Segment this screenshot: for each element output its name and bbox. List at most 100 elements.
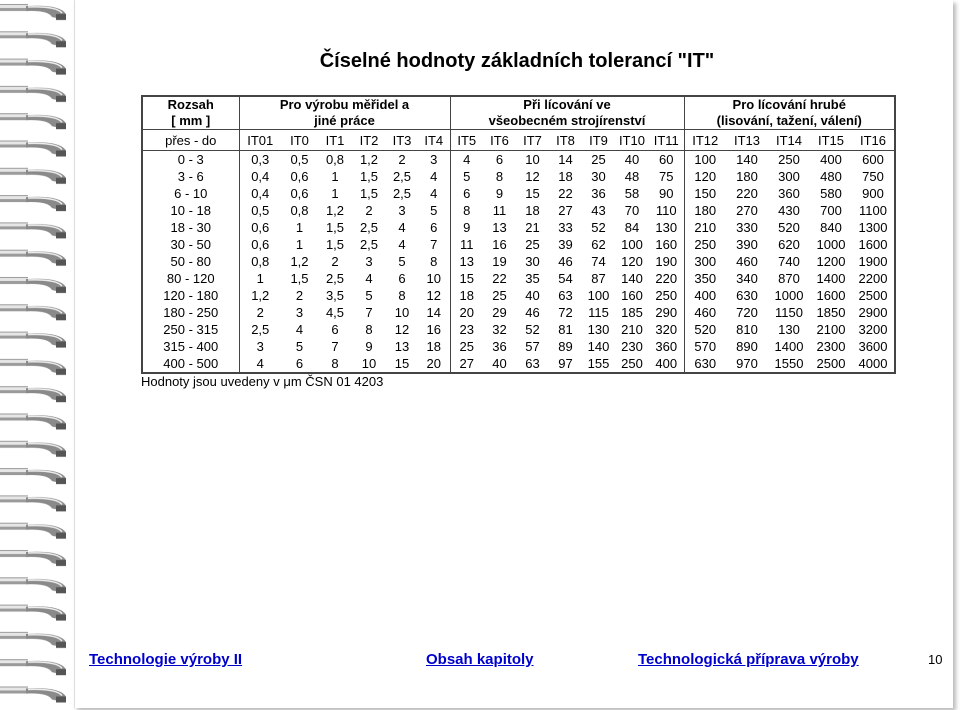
value-cell: 2,5 <box>359 220 379 235</box>
value-cell: 3600 <box>858 339 888 354</box>
value-cell: 6 <box>495 152 504 167</box>
value-cell: 1100 <box>859 203 887 218</box>
value-cell: 8 <box>331 356 339 371</box>
value-cell: 1,5 <box>359 186 379 201</box>
value-cell: 0,8 <box>325 152 345 167</box>
value-cell: 250 <box>621 356 643 371</box>
value-cell: 6 <box>430 220 438 235</box>
column-header: IT9 <box>582 129 615 151</box>
value-cell: 14 <box>426 305 441 320</box>
value-cell: 1000 <box>816 237 846 252</box>
value-cell: 25 <box>591 152 606 167</box>
value-cell: 30 <box>525 254 540 269</box>
value-cell: 11 <box>449 236 483 253</box>
value-cell: 9 <box>495 186 504 201</box>
value-cell: 6 <box>449 185 483 202</box>
value-cell: 90 <box>659 186 674 201</box>
value-cell: 210 <box>621 322 643 337</box>
table-row: 10 - 18 0,5 0,8 1,2 2 3 5 8 11 18 27 43 70 110 180 270 4… <box>142 202 895 219</box>
value-cell: 340 <box>736 271 758 286</box>
value-cell: 2900 <box>858 305 888 320</box>
value-cell: 0,8 <box>238 253 281 270</box>
value-cell: 520 <box>683 321 726 338</box>
value-cell: 1400 <box>816 271 846 286</box>
value-cell: 89 <box>558 339 573 354</box>
value-cell: 3 <box>430 152 438 167</box>
value-cell: 4 <box>430 186 438 201</box>
column-header: IT6 <box>483 129 516 151</box>
value-cell: 700 <box>820 203 842 218</box>
value-cell: 890 <box>736 339 758 354</box>
table-row: 6 - 10 0,4 0,6 1 1,5 2,5 4 6 9 15 22 36 58 90 150 220 36… <box>142 185 895 202</box>
column-header: IT11 <box>649 129 684 151</box>
range-cell: 50 - 80 <box>170 254 211 269</box>
value-cell: 810 <box>736 322 758 337</box>
table-row: 30 - 50 0,6 1 1,5 2,5 4 7 11 16 25 39 62 100 160 250 39… <box>142 236 895 253</box>
title: Číselné hodnoty základních tolerancí "IT… <box>319 50 715 72</box>
group-header: (lisování, tažení, válení) <box>683 113 895 130</box>
value-cell: 0,4 <box>238 168 281 185</box>
value-cell: 300 <box>683 253 726 270</box>
value-cell: 4000 <box>858 356 888 371</box>
value-cell: 720 <box>736 305 758 320</box>
value-cell: 1 <box>331 186 339 201</box>
value-cell: 33 <box>558 220 573 235</box>
group-header-row: [ mm ] jiné práce všeobecném strojírenství… <box>142 113 895 130</box>
column-header: IT12 <box>683 129 726 151</box>
value-cell: 750 <box>862 169 884 184</box>
value-cell: 390 <box>736 237 758 252</box>
value-cell: 300 <box>778 169 800 184</box>
value-cell: 36 <box>492 339 507 354</box>
link[interactable]: Technologie výroby II <box>89 651 243 668</box>
value-cell: 4 <box>295 322 304 337</box>
value-cell: 0,5 <box>290 152 309 167</box>
value-cell: 1,5 <box>325 220 345 235</box>
range-cell: 180 - 250 <box>163 305 219 320</box>
value-cell: 7 <box>365 305 373 320</box>
value-cell: 87 <box>591 271 606 286</box>
value-cell: 13 <box>492 220 507 235</box>
column-header: IT13 <box>726 129 768 151</box>
value-cell: 6 <box>398 271 406 286</box>
value-cell: 140 <box>736 152 758 167</box>
value-cell: 580 <box>820 186 842 201</box>
value-cell: 5 <box>449 168 483 185</box>
value-cell: 2500 <box>858 288 888 303</box>
range-cell: 400 - 500 <box>163 356 219 371</box>
link[interactable]: Obsah kapitoly <box>426 651 534 668</box>
column-header: IT01 <box>238 129 281 151</box>
column-header: IT0 <box>281 129 318 151</box>
value-cell: 220 <box>655 271 678 286</box>
value-cell: 120 <box>621 254 643 269</box>
value-cell: 120 <box>683 168 726 185</box>
value-cell: 0,5 <box>238 202 281 219</box>
range-header: přes - do <box>142 129 239 151</box>
column-header: IT14 <box>768 129 810 151</box>
value-cell: 4 <box>430 169 438 184</box>
value-cell: 29 <box>492 305 507 320</box>
value-cell: 2 <box>398 152 406 167</box>
value-cell: 1400 <box>774 339 804 354</box>
value-cell: 250 <box>655 288 678 303</box>
range-cell: 315 - 400 <box>163 339 219 354</box>
value-cell: 84 <box>624 220 640 235</box>
value-cell: 1 <box>295 220 304 235</box>
value-cell: 140 <box>621 271 643 286</box>
table-row: 180 - 250 2 3 4,5 7 10 14 20 29 46 72 115 185 290 460 7… <box>142 304 895 321</box>
value-cell: 630 <box>736 288 758 303</box>
value-cell: 3 <box>238 338 281 355</box>
value-cell: 140 <box>587 339 610 354</box>
value-cell: 15 <box>449 270 483 287</box>
link[interactable]: Technologická příprava výroby <box>638 651 859 668</box>
group-header-row: Rozsah Pro výrobu měřidel a Při lícování v… <box>142 96 895 113</box>
table-row: 18 - 30 0,6 1 1,5 2,5 4 6 9 13 21 33 52 84 130 210 330 5… <box>142 219 895 236</box>
value-cell: 155 <box>587 356 610 371</box>
column-header: IT2 <box>352 129 386 151</box>
value-cell: 16 <box>492 237 507 252</box>
value-cell: 60 <box>659 152 674 167</box>
value-cell: 18 <box>558 169 573 184</box>
column-header: IT15 <box>810 129 852 151</box>
value-cell: 10 <box>361 356 377 371</box>
value-cell: 13 <box>394 339 410 354</box>
value-cell: 0,3 <box>238 150 281 168</box>
